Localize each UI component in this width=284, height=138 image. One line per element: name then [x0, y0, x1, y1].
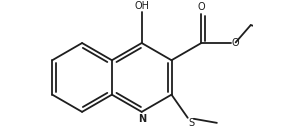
Text: O: O: [231, 38, 239, 48]
Text: O: O: [197, 2, 205, 13]
Text: OH: OH: [134, 1, 149, 11]
Text: N: N: [138, 114, 146, 124]
Text: S: S: [189, 118, 195, 128]
